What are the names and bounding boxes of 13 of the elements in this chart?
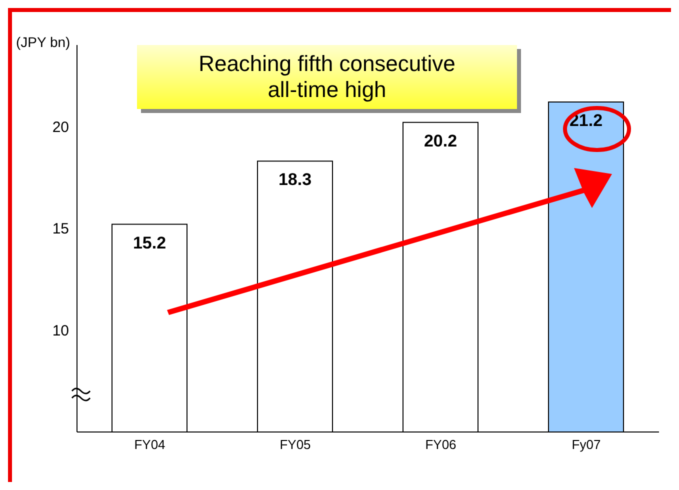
data-label: 18.3 (278, 170, 312, 190)
y-tick-label: 20 (52, 118, 69, 136)
x-tick-label: Fy07 (572, 437, 601, 452)
x-tick-label: FY05 (280, 437, 311, 452)
x-tick-label: FY04 (134, 437, 166, 452)
x-tick-label: FY06 (425, 437, 456, 452)
y-axis-title: (JPY bn) (16, 34, 70, 50)
y-tick-label: 15 (52, 220, 69, 238)
annotation: Reaching fifth consecutive all-time high (198, 51, 456, 103)
data-label: 15.2 (132, 233, 166, 252)
data-label: 20.2 (424, 131, 458, 150)
callout-box: Reaching fifth consecutive all-time high (137, 45, 517, 109)
y-tick-label: 10 (52, 322, 69, 340)
